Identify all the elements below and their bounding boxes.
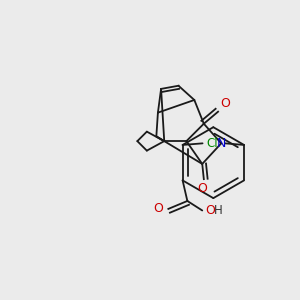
Text: Cl: Cl [206,137,218,150]
Text: O: O [220,97,230,110]
Text: N: N [217,137,226,150]
Text: H: H [214,204,222,217]
Text: O: O [154,202,164,215]
Text: O: O [197,182,207,195]
Text: O: O [205,204,214,217]
